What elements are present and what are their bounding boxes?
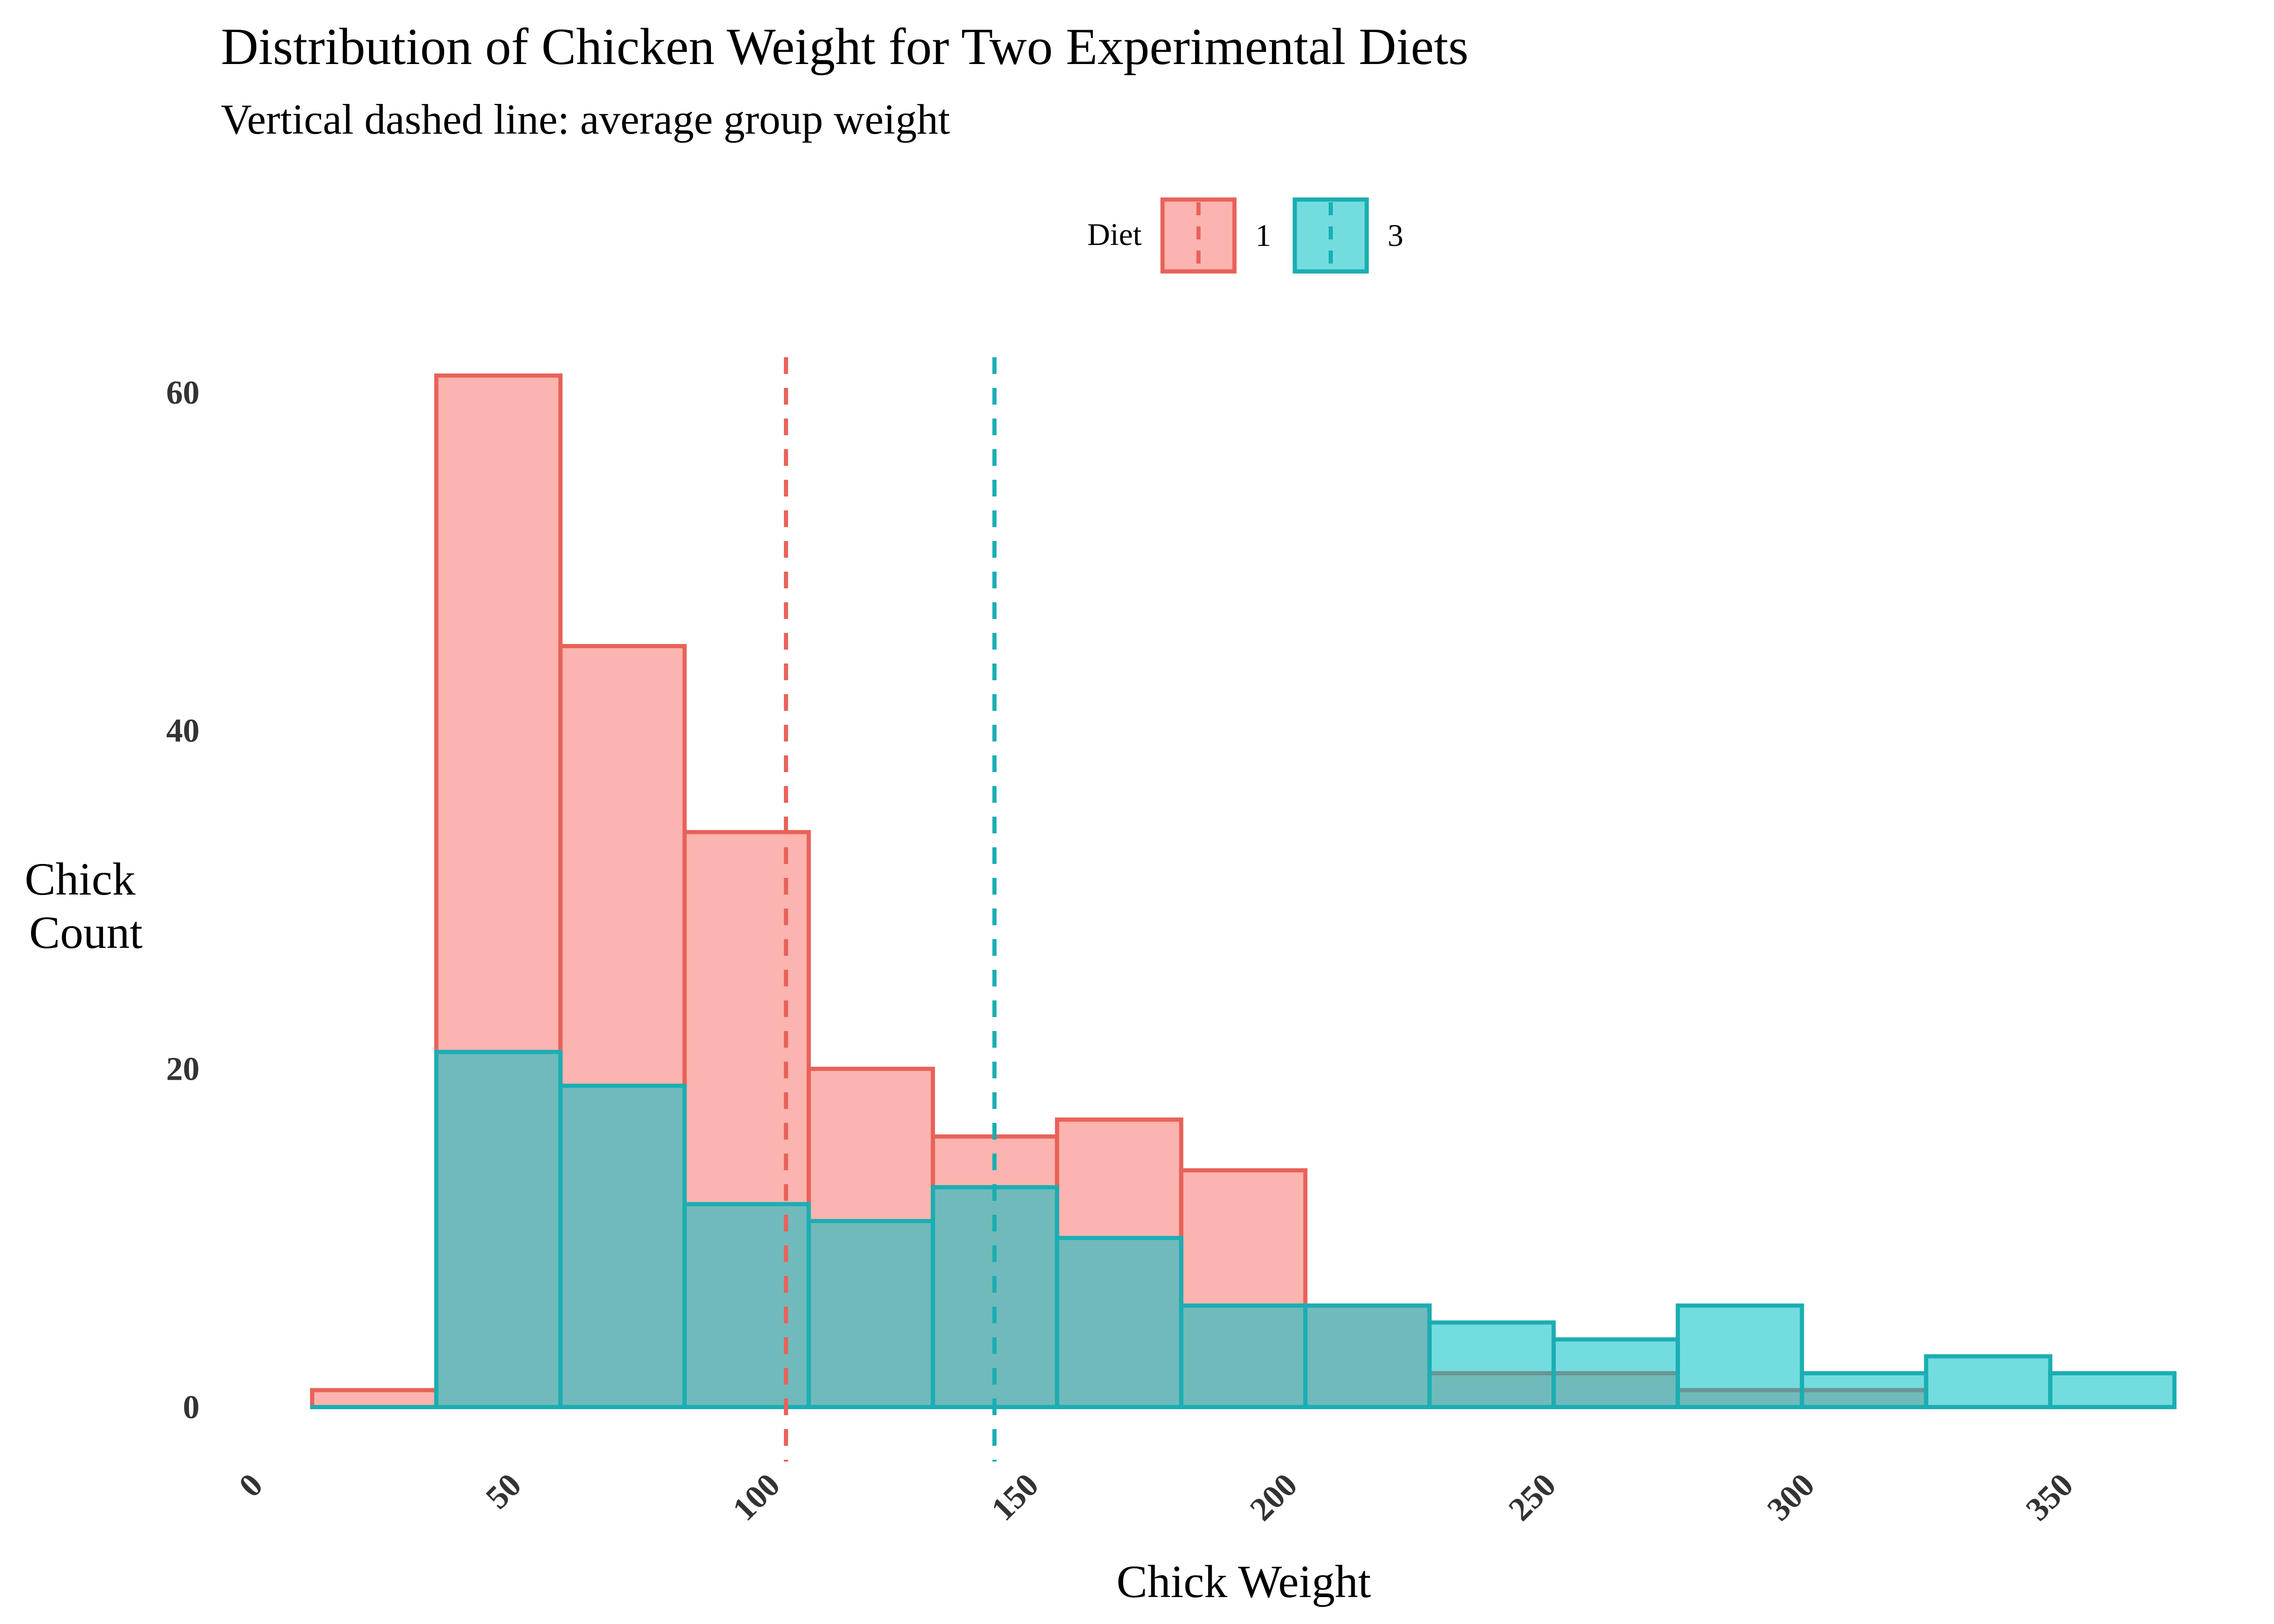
bar-diet-3-bin-7: [1179, 1303, 1308, 1409]
x-tick-label: 0: [232, 1466, 270, 1504]
x-tick-label: 200: [1243, 1466, 1305, 1528]
bar-diet-3-bin-8: [1303, 1303, 1432, 1409]
x-axis-ticks: 0 50 100 150 200 250 300 350: [232, 1466, 2080, 1528]
y-tick-label: 0: [183, 1388, 200, 1425]
x-tick-label: 250: [1501, 1466, 1563, 1528]
y-tick-label: 20: [166, 1050, 200, 1088]
bar-diet-1-bin-0: [310, 1388, 439, 1409]
legend-label-diet-1: 1: [1255, 218, 1271, 253]
bar-diet-3-bin-9: [1427, 1320, 1556, 1409]
x-tick-label: 350: [2019, 1466, 2080, 1528]
bar-diet-3-bin-11: [1675, 1303, 1804, 1409]
x-tick-label: 100: [725, 1466, 787, 1528]
legend-label-diet-3: 3: [1388, 218, 1403, 253]
bar-diet-3-bin-2: [558, 1083, 687, 1409]
mean-lines: [784, 357, 997, 1462]
y-axis-title-line-1: Chick: [25, 853, 136, 905]
bar-diet-3-bin-6: [1055, 1236, 1183, 1409]
y-tick-label: 60: [166, 374, 200, 411]
bar-diet-3-bin-4: [807, 1219, 935, 1409]
y-axis-ticks: 0 20 40 60: [166, 374, 200, 1426]
y-axis-title-line-2: Count: [29, 907, 143, 958]
legend-title: Diet: [1087, 217, 1142, 252]
legend: Diet 1 3: [1087, 197, 1403, 274]
bar-diet-3-bin-13: [1924, 1354, 2053, 1409]
bar-diet-3-bin-14: [2048, 1371, 2177, 1409]
x-axis-title: Chick Weight: [1117, 1556, 1371, 1607]
bar-diet-3-bin-10: [1551, 1337, 1680, 1409]
x-tick-label: 300: [1760, 1466, 1822, 1528]
bar-diet-3-bin-12: [1800, 1371, 1928, 1409]
y-tick-label: 40: [166, 712, 200, 749]
chart-subtitle: Vertical dashed line: average group weig…: [221, 96, 950, 143]
bar-diet-3-bin-1: [434, 1050, 563, 1409]
chart-title: Distribution of Chicken Weight for Two E…: [221, 18, 1468, 76]
x-tick-label: 50: [478, 1466, 528, 1516]
bar-diet-3-bin-3: [682, 1202, 811, 1409]
x-tick-label: 150: [984, 1466, 1046, 1528]
y-axis-title: Chick Count: [25, 853, 147, 958]
